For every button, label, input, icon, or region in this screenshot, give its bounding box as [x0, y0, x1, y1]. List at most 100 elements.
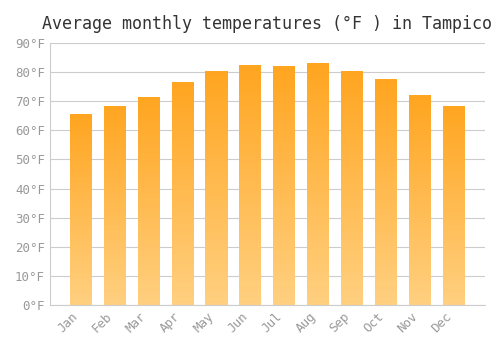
- Bar: [104, 281, 126, 283]
- Bar: [375, 163, 398, 165]
- Bar: [274, 202, 295, 205]
- Bar: [172, 236, 194, 238]
- Bar: [443, 213, 465, 215]
- Bar: [342, 153, 363, 155]
- Bar: [240, 70, 262, 72]
- Bar: [274, 276, 295, 279]
- Bar: [308, 138, 330, 141]
- Bar: [240, 173, 262, 175]
- Bar: [172, 207, 194, 209]
- Bar: [240, 161, 262, 163]
- Bar: [409, 206, 432, 209]
- Bar: [375, 156, 398, 158]
- Bar: [240, 190, 262, 192]
- Bar: [172, 100, 194, 102]
- Bar: [308, 66, 330, 68]
- Bar: [138, 188, 160, 190]
- Bar: [138, 284, 160, 286]
- Bar: [443, 283, 465, 285]
- Bar: [409, 253, 432, 255]
- Bar: [206, 132, 228, 134]
- Bar: [240, 96, 262, 98]
- Bar: [308, 288, 330, 290]
- Bar: [70, 215, 92, 217]
- Bar: [240, 223, 262, 226]
- Bar: [409, 225, 432, 228]
- Bar: [138, 118, 160, 120]
- Bar: [206, 258, 228, 260]
- Bar: [375, 183, 398, 186]
- Bar: [409, 236, 432, 238]
- Bar: [70, 250, 92, 252]
- Bar: [138, 103, 160, 105]
- Bar: [138, 111, 160, 113]
- Bar: [104, 209, 126, 211]
- Bar: [308, 290, 330, 293]
- Bar: [443, 237, 465, 239]
- Bar: [240, 170, 262, 173]
- Bar: [172, 120, 194, 122]
- Bar: [138, 214, 160, 216]
- Bar: [172, 147, 194, 149]
- Bar: [104, 231, 126, 233]
- Bar: [409, 106, 432, 108]
- Bar: [206, 211, 228, 214]
- Bar: [274, 279, 295, 281]
- Bar: [274, 257, 295, 260]
- Bar: [206, 267, 228, 270]
- Bar: [443, 263, 465, 265]
- Bar: [138, 216, 160, 218]
- Bar: [443, 249, 465, 251]
- Bar: [206, 204, 228, 206]
- Bar: [274, 229, 295, 231]
- Bar: [409, 186, 432, 188]
- Bar: [70, 160, 92, 162]
- Bar: [240, 187, 262, 190]
- Bar: [308, 83, 330, 85]
- Bar: [409, 202, 432, 204]
- Bar: [342, 141, 363, 143]
- Bar: [375, 285, 398, 287]
- Bar: [70, 263, 92, 265]
- Bar: [206, 92, 228, 94]
- Bar: [206, 282, 228, 284]
- Bar: [375, 129, 398, 131]
- Bar: [274, 176, 295, 178]
- Bar: [206, 195, 228, 197]
- Bar: [342, 258, 363, 260]
- Bar: [274, 193, 295, 195]
- Bar: [274, 76, 295, 78]
- Bar: [375, 246, 398, 248]
- Bar: [104, 227, 126, 229]
- Bar: [104, 105, 126, 107]
- Bar: [104, 279, 126, 281]
- Bar: [308, 300, 330, 303]
- Bar: [70, 242, 92, 244]
- Bar: [274, 171, 295, 174]
- Bar: [375, 158, 398, 161]
- Bar: [70, 143, 92, 145]
- Bar: [274, 104, 295, 107]
- Bar: [443, 175, 465, 177]
- Bar: [409, 209, 432, 211]
- Bar: [274, 250, 295, 252]
- Bar: [172, 125, 194, 127]
- Bar: [342, 103, 363, 106]
- Bar: [206, 279, 228, 282]
- Bar: [206, 190, 228, 192]
- Bar: [104, 116, 126, 118]
- Bar: [409, 164, 432, 167]
- Bar: [375, 131, 398, 133]
- Bar: [172, 111, 194, 113]
- Bar: [342, 296, 363, 298]
- Bar: [409, 169, 432, 171]
- Bar: [138, 293, 160, 295]
- Bar: [172, 229, 194, 231]
- Bar: [443, 303, 465, 305]
- Bar: [240, 271, 262, 274]
- Bar: [375, 262, 398, 264]
- Bar: [206, 134, 228, 136]
- Bar: [308, 119, 330, 121]
- Bar: [308, 223, 330, 225]
- Bar: [342, 220, 363, 223]
